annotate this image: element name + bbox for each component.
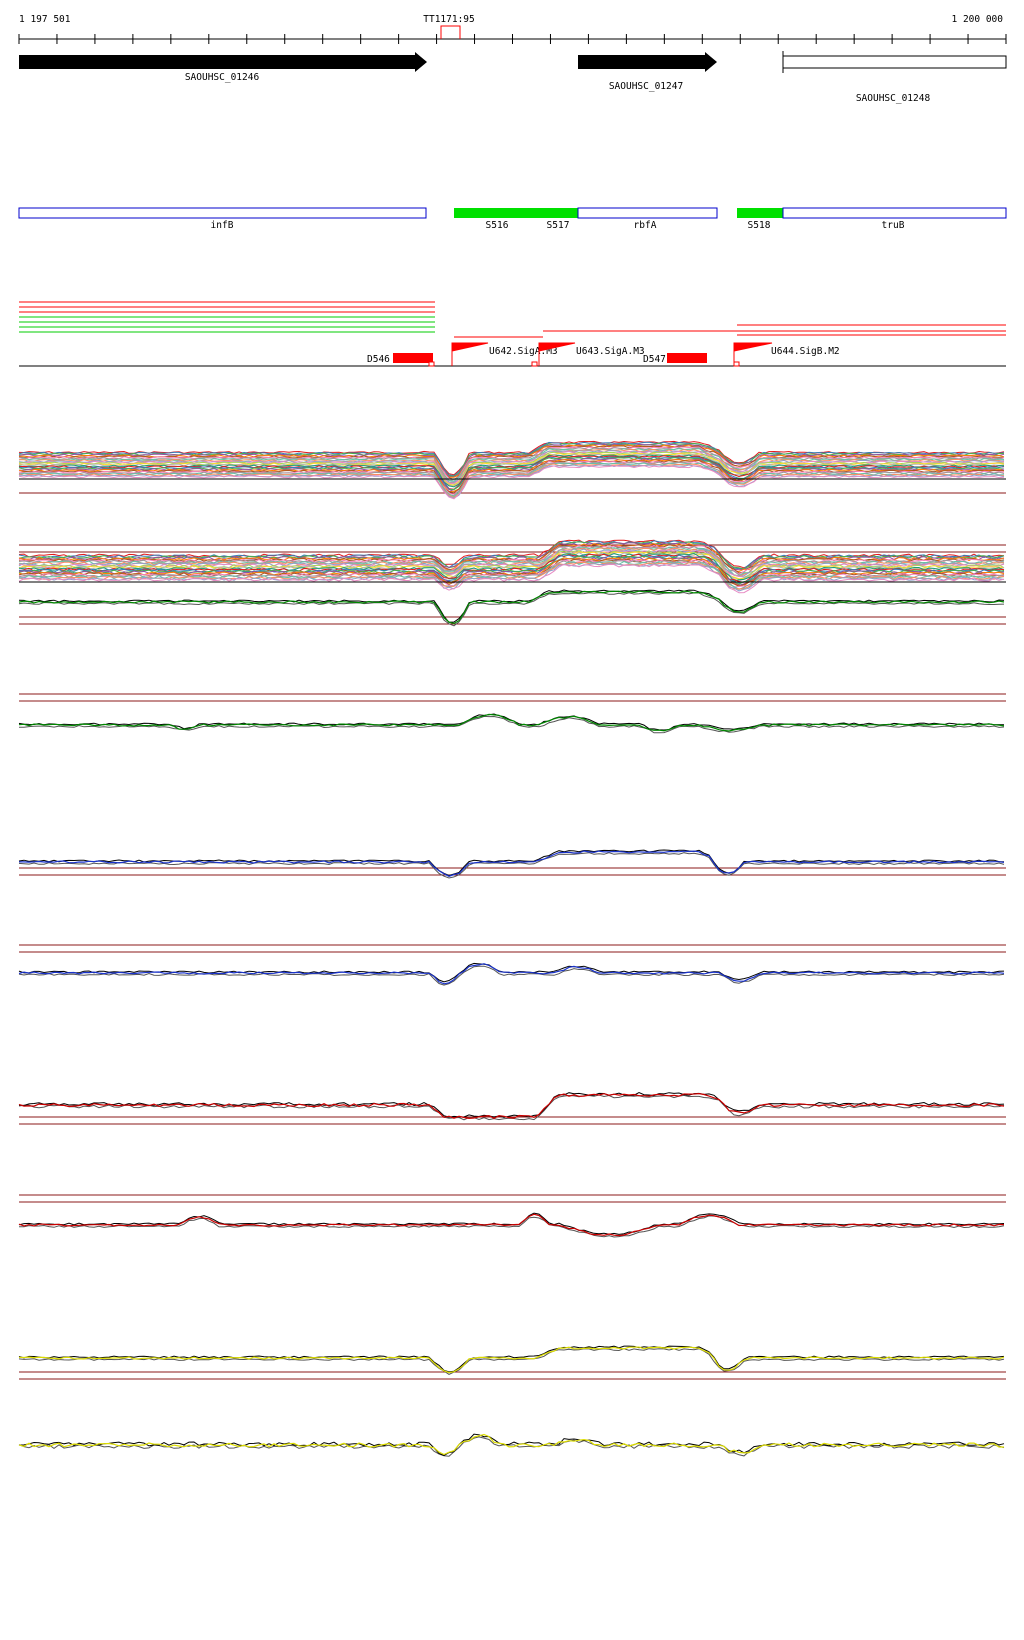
expression-curve <box>18 448 1005 484</box>
promoter-label-u642: U642.SigA.M3 <box>489 346 558 357</box>
gene-label-saouhsc-01248: SAOUHSC_01248 <box>856 93 931 104</box>
terminator-marker[interactable] <box>440 25 461 39</box>
expression-curve <box>18 455 1005 490</box>
segment-label-s516: S516 <box>486 220 509 231</box>
expression-curve-black <box>18 589 1005 623</box>
gene-arrow-saouhsc-01246[interactable] <box>19 52 427 72</box>
promoter-label-u644: U644.SigB.M2 <box>771 346 840 357</box>
expression-curve <box>18 459 1005 493</box>
expression-curve-grey <box>18 591 1005 627</box>
gene-track: SAOUHSC_01246 SAOUHSC_01247 SAOUHSC_0124… <box>19 51 1007 104</box>
promoter-u642-tick <box>531 361 538 367</box>
expression-curve-colored <box>18 713 1005 732</box>
expression-curve-black <box>18 1212 1005 1235</box>
expression-curve <box>18 541 1005 570</box>
segment-trub[interactable] <box>782 207 1007 219</box>
gene-arrow-saouhsc-01247[interactable] <box>578 52 717 72</box>
gene-box-saouhsc-01248[interactable] <box>782 55 1007 69</box>
expression-curve <box>18 550 1005 580</box>
expression-curve <box>18 450 1005 484</box>
expression-curve <box>18 459 1004 494</box>
expression-curve <box>18 449 1005 483</box>
expression-curve-colored <box>18 963 1005 985</box>
expression-track-yellow-1[interactable] <box>18 1345 1006 1380</box>
expression-curve-grey <box>18 965 1005 986</box>
promoter-u644-shape[interactable] <box>733 342 773 366</box>
promoter-u642-shape[interactable] <box>451 342 489 366</box>
annotation-trub: truB <box>882 220 905 231</box>
expression-track-all-conditions-1[interactable] <box>18 440 1006 500</box>
segment-label-s518: S518 <box>748 220 771 231</box>
coordinate-ruler: 1 197 501 1 200 000 TT1171:95 <box>18 14 1007 44</box>
expression-track-red-2[interactable] <box>18 1194 1006 1238</box>
regulation-track: D546 D547 U642.SigA.M3 U643.SigA.M3 U644… <box>19 301 1006 367</box>
terminator-label[interactable]: TT1171:95 <box>423 14 474 25</box>
expression-curve-colored <box>18 590 1005 625</box>
annotation-infb: infB <box>211 220 234 231</box>
evidence-lines <box>19 301 1006 338</box>
expression-curve <box>18 563 1005 594</box>
promoter-label-u643: U643.SigA.M3 <box>576 346 645 357</box>
expression-track-red-1[interactable] <box>18 1092 1006 1125</box>
expression-curve-colored <box>18 1346 1005 1374</box>
ruler-start-label: 1 197 501 <box>19 14 71 25</box>
expression-curve <box>18 448 1004 482</box>
ruler-end-label: 1 200 000 <box>952 14 1004 25</box>
downshift-label-d547: D547 <box>643 354 666 365</box>
expression-curve-black <box>18 1433 1005 1457</box>
segment-label-s517: S517 <box>547 220 570 231</box>
expression-curve <box>18 446 1005 481</box>
expression-curve <box>18 554 1005 584</box>
downshift-d546-tick <box>428 361 435 367</box>
ruler-ticks <box>18 34 1007 44</box>
downshift-d546[interactable] <box>393 353 433 363</box>
expression-curve-colored <box>18 1092 1005 1120</box>
gene-label-saouhsc-01247: SAOUHSC_01247 <box>609 81 683 92</box>
promoter-u643-shape[interactable] <box>538 342 576 366</box>
expression-curve <box>18 452 1005 487</box>
segment-infb[interactable] <box>18 207 427 219</box>
segment-s516-s517[interactable] <box>454 208 578 218</box>
expression-curve <box>19 543 1005 574</box>
expression-tracks <box>18 440 1006 1457</box>
expression-curve-grey <box>18 1348 1005 1375</box>
segment-s518[interactable] <box>737 208 783 218</box>
annotation-rbfa: rbfA <box>634 220 657 231</box>
expression-curve-grey <box>19 1215 1005 1238</box>
expression-curve-black <box>18 1092 1005 1118</box>
expression-curve-colored <box>19 850 1005 877</box>
expression-track-all-conditions-2[interactable] <box>18 539 1006 594</box>
expression-curve <box>18 553 1005 583</box>
downshift-d547[interactable] <box>667 353 707 363</box>
expression-curve <box>18 461 1005 497</box>
segment-track: infB S516 S517 rbfA S518 truB <box>18 207 1007 231</box>
expression-curve <box>18 552 1005 582</box>
expression-curve-colored <box>18 1213 1005 1237</box>
downshift-label-d546: D546 <box>367 354 390 365</box>
expression-curve-grey <box>18 852 1005 879</box>
expression-curve-colored <box>18 1433 1004 1456</box>
expression-curve-black <box>18 1345 1005 1373</box>
gene-label-saouhsc-01246: SAOUHSC_01246 <box>185 72 260 83</box>
promoter-u644-tick <box>733 361 740 367</box>
expression-track-green-1[interactable] <box>18 589 1006 627</box>
expression-track-blue-2[interactable] <box>18 944 1006 986</box>
expression-track-yellow-2[interactable] <box>18 1433 1005 1457</box>
expression-track-blue-1[interactable] <box>18 849 1006 879</box>
expression-curve <box>18 561 1005 590</box>
expression-track-green-2[interactable] <box>18 693 1006 734</box>
segment-rbfa[interactable] <box>577 207 718 219</box>
expression-curve <box>18 465 1005 500</box>
